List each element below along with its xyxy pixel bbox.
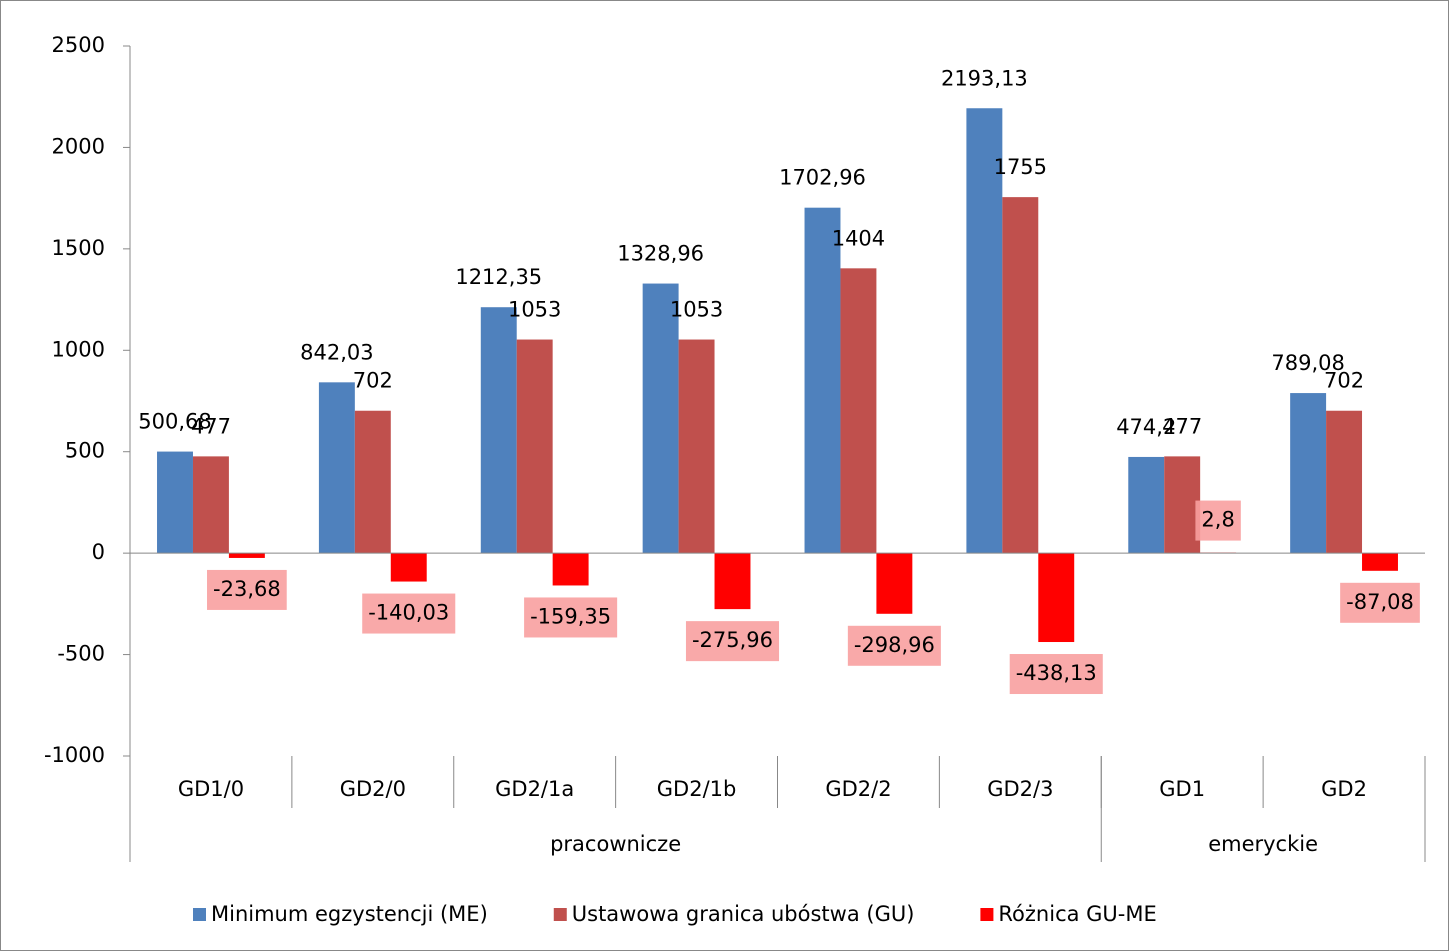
bar [1326,410,1363,554]
value-label: 789,08 [1271,351,1344,375]
x-tick-label: GD2/0 [340,777,406,801]
bar [354,410,391,554]
bar [390,553,427,582]
value-label: 477 [191,414,231,438]
bar [516,339,553,554]
bar [642,283,679,554]
bar [714,553,751,610]
bar [1290,393,1327,554]
value-label-box [207,569,287,610]
y-tick-label: 500 [65,439,105,463]
bar [480,307,517,554]
x-tick-label: GD1/0 [178,777,244,801]
group-label: pracownicze [550,832,681,856]
x-tick-label: GD2/2 [825,777,891,801]
legend-label: Minimum egzystencji (ME) [211,902,488,926]
value-label-box [1009,654,1103,695]
bar [840,268,877,554]
bar [876,553,913,614]
x-tick-label: GD2/3 [987,777,1053,801]
value-label: 1212,35 [455,265,542,289]
bar [552,553,589,586]
value-label: -438,13 [1016,661,1097,685]
x-tick-label: GD1 [1159,777,1205,801]
legend-swatch [193,908,206,921]
value-label-box [1195,500,1241,541]
value-label: -23,68 [213,577,281,601]
y-tick-label: 2500 [52,33,105,57]
value-label: 500,68 [138,410,211,434]
value-label: 1053 [670,298,723,322]
value-label-box [524,597,618,638]
value-label-box [1340,582,1420,623]
value-label: 1702,96 [779,166,866,190]
value-label: 477 [1162,414,1202,438]
value-label: -140,03 [368,601,449,625]
bar [318,382,355,554]
y-tick-label: 0 [92,540,105,564]
bar [1002,197,1039,554]
bar [678,339,715,554]
x-tick-label: GD2 [1321,777,1367,801]
value-label: 702 [353,369,393,393]
value-label: -159,35 [530,604,611,628]
y-tick-label: 2000 [52,134,105,158]
value-label: 1404 [832,226,885,250]
y-tick-label: -1000 [44,743,105,767]
bar [228,553,265,558]
value-label: -298,96 [854,633,935,657]
x-tick-label: GD2/1a [495,777,574,801]
bar [1038,553,1075,643]
bar [1362,553,1398,571]
bar [804,207,841,554]
value-label: 2193,13 [941,66,1028,90]
legend-label: Ustawowa granica ubóstwa (GU) [572,902,915,926]
value-label-box [847,625,941,666]
value-label: 1328,96 [617,242,704,266]
x-tick-label: GD2/1b [657,777,737,801]
bar [157,451,193,554]
bar [966,108,1003,554]
legend-swatch [553,908,567,921]
bar [1164,456,1201,554]
value-label: 1755 [994,155,1047,179]
y-tick-label: 1500 [52,236,105,260]
value-label: 842,03 [300,340,373,364]
group-label: emeryckie [1208,832,1318,856]
bar [192,456,229,554]
y-tick-label: -500 [57,642,105,666]
value-label-box [362,593,456,634]
legend-label: Różnica GU-ME [998,902,1156,926]
y-tick-label: 1000 [52,337,105,361]
value-label: 1053 [508,298,561,322]
value-label: 2,8 [1201,508,1234,532]
value-label: -87,08 [1346,590,1414,614]
value-label-box [685,621,780,662]
value-label: -275,96 [692,628,773,652]
value-label: 474,2 [1116,415,1176,439]
bar [1128,456,1165,554]
value-label: 702 [1324,369,1364,393]
legend-swatch [980,908,994,921]
